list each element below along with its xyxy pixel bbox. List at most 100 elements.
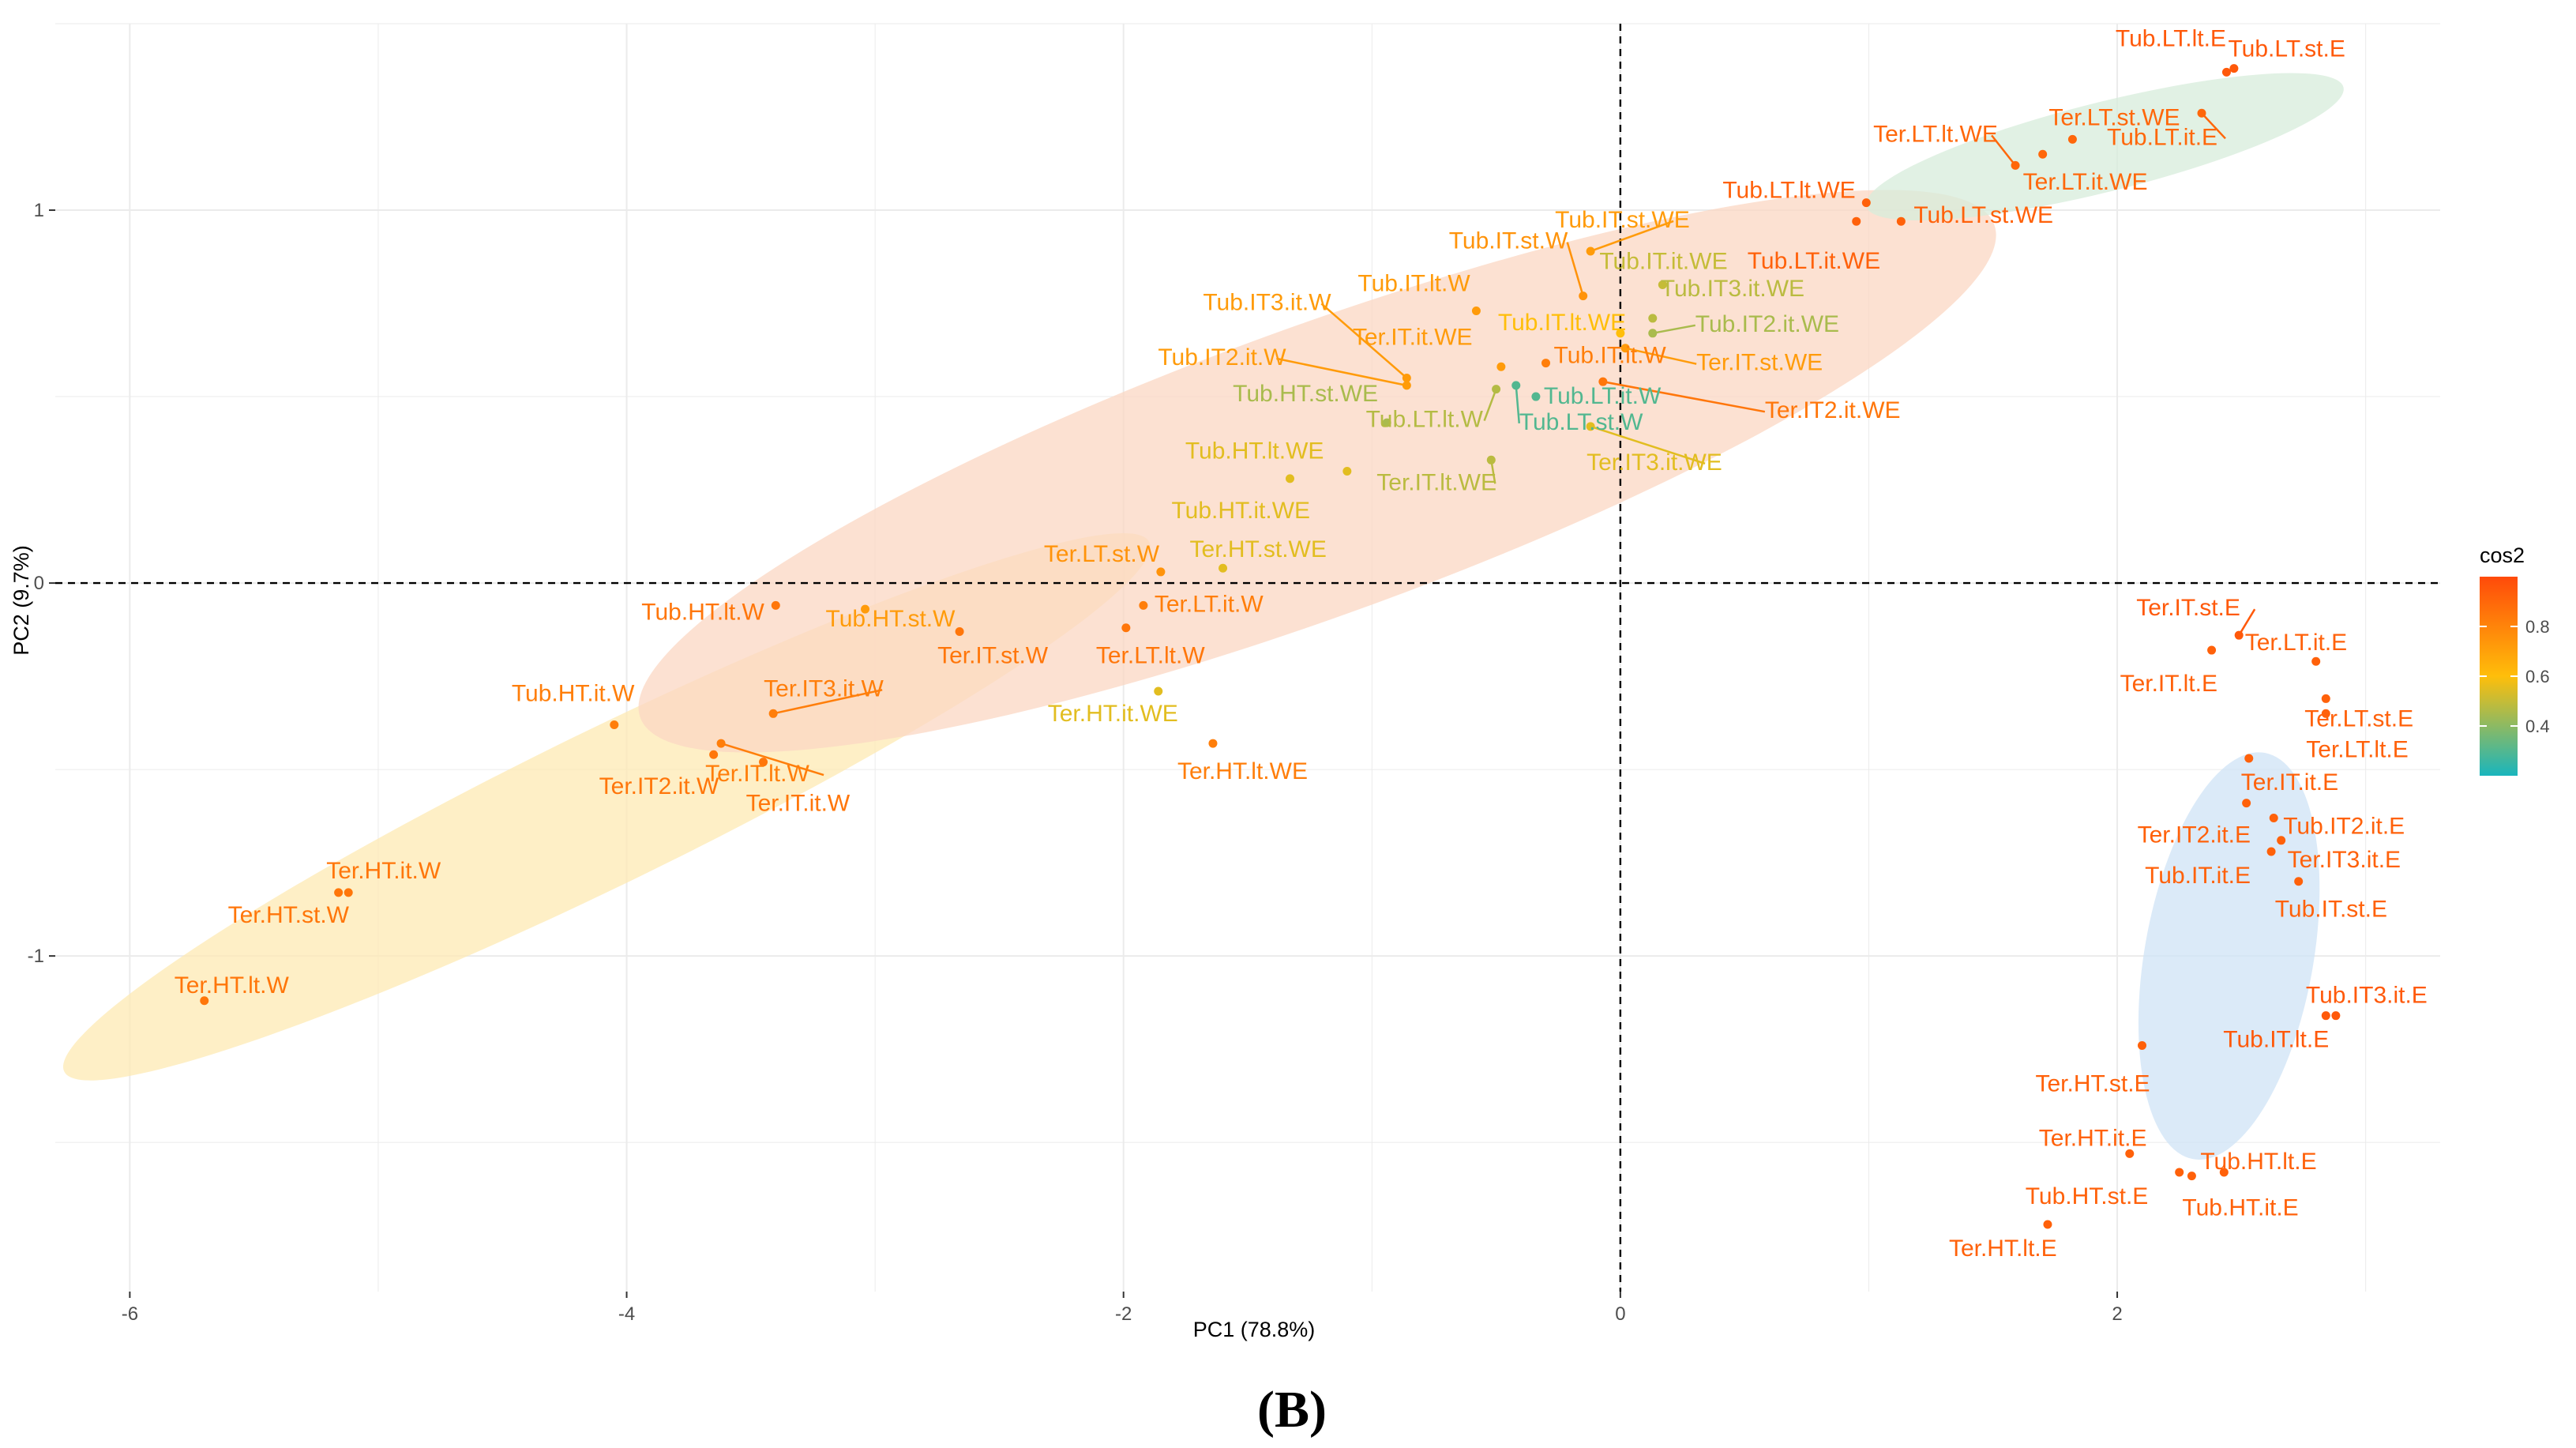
point-Tub.IT.it.WE bbox=[1658, 280, 1667, 289]
label-connectors bbox=[720, 112, 2256, 777]
point-label: Ter.IT.lt.W bbox=[705, 761, 809, 787]
point-label: Ter.HT.st.W bbox=[228, 902, 350, 928]
x-tick-label: 2 bbox=[2112, 1303, 2122, 1325]
label-connector bbox=[1515, 385, 1520, 424]
point-label: Ter.HT.it.W bbox=[326, 858, 441, 884]
point-label: Tub.HT.lt.W bbox=[641, 599, 764, 625]
label-connector bbox=[1991, 134, 2017, 167]
x-axis-title: PC1 (78.8%) bbox=[1193, 1318, 1316, 1341]
point-Tub.LT.it.W bbox=[1531, 392, 1541, 401]
point-Tub.IT2.it.E bbox=[2269, 813, 2278, 822]
point-label: Ter.IT2.it.W bbox=[599, 773, 719, 799]
point-label: Ter.LT.st.WE bbox=[2048, 104, 2180, 130]
point-Tub.HT.lt.E bbox=[2219, 1168, 2229, 1177]
point-Tub.IT3.it.WE bbox=[1648, 314, 1658, 323]
label-connector bbox=[2238, 608, 2256, 636]
label-connector bbox=[1590, 220, 1674, 253]
point-label: Ter.LT.lt.E bbox=[2306, 736, 2409, 762]
point-Tub.IT3.it.W bbox=[1402, 373, 1411, 382]
point-Ter.IT3.it.W bbox=[768, 709, 778, 718]
point-Tub.IT3.it.E bbox=[2331, 1011, 2341, 1021]
point-label: Ter.LT.it.WE bbox=[2023, 169, 2148, 195]
point-Ter.LT.it.E bbox=[2311, 656, 2321, 666]
point-Ter.IT.st.W bbox=[955, 626, 964, 636]
point-label: Ter.LT.st.W bbox=[1044, 541, 1160, 567]
point-label: Tub.LT.st.W bbox=[1519, 409, 1643, 435]
point-Ter.IT.it.W bbox=[759, 758, 768, 767]
point-label: Tub.LT.st.E bbox=[2228, 36, 2345, 62]
point-label: Ter.IT.it.WE bbox=[1353, 324, 1473, 350]
point-Ter.IT3.it.E bbox=[2277, 836, 2286, 845]
label-connector bbox=[1276, 357, 1407, 387]
confidence-ellipse-we bbox=[638, 190, 1996, 753]
point-label: Tub.IT.it.WE bbox=[1599, 248, 1727, 274]
point-label: Tub.HT.it.WE bbox=[1171, 498, 1310, 524]
y-axis-title: PC2 (9.7%) bbox=[9, 545, 33, 656]
point-label: Tub.HT.st.E bbox=[2026, 1183, 2149, 1209]
point-Ter.LT.lt.WE bbox=[2011, 160, 2020, 170]
point-label: Ter.IT.lt.E bbox=[2120, 671, 2217, 697]
point-Ter.HT.lt.E bbox=[2043, 1220, 2052, 1229]
point-Ter.HT.it.E bbox=[2125, 1149, 2135, 1158]
label-connector bbox=[720, 742, 824, 777]
point-Tub.LT.it.WE bbox=[1852, 216, 1861, 226]
point-label: Tub.LT.lt.WE bbox=[1722, 178, 1855, 204]
label-connector bbox=[1602, 380, 1766, 413]
point-label: Ter.IT3.it.W bbox=[764, 675, 884, 701]
point-label: Ter.LT.st.E bbox=[2304, 705, 2413, 732]
point-Tub.HT.it.WE bbox=[1285, 474, 1294, 483]
confidence-ellipse-we-lt bbox=[1865, 73, 2344, 221]
point-label: Tub.IT2.it.W bbox=[1158, 344, 1286, 370]
point-label: Tub.HT.it.W bbox=[512, 680, 635, 706]
label-connector bbox=[1590, 425, 1706, 465]
point-label: Ter.HT.st.WE bbox=[1190, 536, 1327, 562]
point-label: Tub.HT.lt.WE bbox=[1185, 438, 1324, 464]
x-tick-label: -6 bbox=[122, 1303, 138, 1325]
point-Tub.IT2.it.W bbox=[1402, 381, 1411, 390]
point-label: Tub.IT.lt.E bbox=[2223, 1027, 2329, 1053]
point-label: Ter.IT3.it.WE bbox=[1587, 449, 1722, 476]
point-Tub.HT.it.E bbox=[2187, 1172, 2196, 1181]
point-Ter.HT.it.WE bbox=[1154, 686, 1163, 696]
point-label: Tub.IT3.it.W bbox=[1203, 289, 1331, 315]
cos2-legend: cos2 0.4 0.6 0.8 bbox=[2480, 543, 2550, 776]
y-tick-label: 1 bbox=[34, 200, 44, 221]
point-label: Tub.IT.it.E bbox=[2145, 863, 2251, 889]
legend-tick-label: 0.8 bbox=[2525, 617, 2550, 637]
point-Ter.HT.st.E bbox=[2138, 1040, 2146, 1050]
point-Ter.IT.st.E bbox=[2234, 630, 2244, 640]
point-label: Ter.IT2.it.E bbox=[2138, 822, 2251, 848]
point-label: Ter.IT.lt.WE bbox=[1376, 469, 1496, 495]
point-Tub.HT.lt.WE bbox=[1342, 466, 1352, 476]
point-label: Tub.HT.st.W bbox=[826, 606, 956, 632]
point-Tub.LT.st.E bbox=[2221, 67, 2231, 77]
point-Tub.HT.it.W bbox=[610, 720, 619, 729]
point-Ter.LT.lt.W bbox=[1121, 623, 1131, 633]
point-Ter.IT2.it.E bbox=[2242, 799, 2251, 808]
point-label: Tub.IT.st.W bbox=[1449, 228, 1568, 254]
point-Tub.IT.lt.W bbox=[1471, 306, 1481, 315]
label-connector bbox=[772, 689, 883, 715]
point-label: Ter.LT.it.W bbox=[1155, 591, 1264, 617]
point-label: Tub.IT.st.E bbox=[2275, 897, 2387, 923]
point-label: Ter.HT.lt.WE bbox=[1177, 758, 1308, 784]
point-Ter.IT.lt.W bbox=[716, 739, 726, 748]
figure-caption: (B) bbox=[1257, 1381, 1327, 1439]
point-Ter.IT.it.WE bbox=[1496, 362, 1506, 371]
point-Tub.LT.it.E bbox=[2197, 108, 2206, 118]
point-labels: Tub.LT.lt.E Tub.LT.st.ETub.LT.it.ETer.LT.… bbox=[175, 26, 2428, 1262]
point-label: Ter.IT3.it.E bbox=[2288, 847, 2401, 873]
point-Ter.IT.lt.WE bbox=[1486, 455, 1496, 464]
y-tick-label: -1 bbox=[28, 946, 44, 967]
point-Ter.HT.st.W bbox=[334, 888, 344, 897]
point-Ter.LT.st.W bbox=[1156, 567, 1166, 577]
point-Tub.IT.st.E bbox=[2294, 877, 2304, 886]
point-Tub.HT.st.W bbox=[861, 604, 870, 614]
point-label: Tub.LT.it.E bbox=[2107, 124, 2217, 150]
point-label: Ter.IT.it.W bbox=[746, 791, 851, 817]
point-Ter.LT.it.WE bbox=[2038, 149, 2048, 159]
point-Ter.LT.it.W bbox=[1139, 600, 1148, 610]
point-label: Ter.HT.st.E bbox=[2036, 1070, 2150, 1096]
point-Ter.LT.st.WE bbox=[2067, 134, 2077, 144]
point-Tub.IT.lt.WE bbox=[1616, 329, 1625, 338]
